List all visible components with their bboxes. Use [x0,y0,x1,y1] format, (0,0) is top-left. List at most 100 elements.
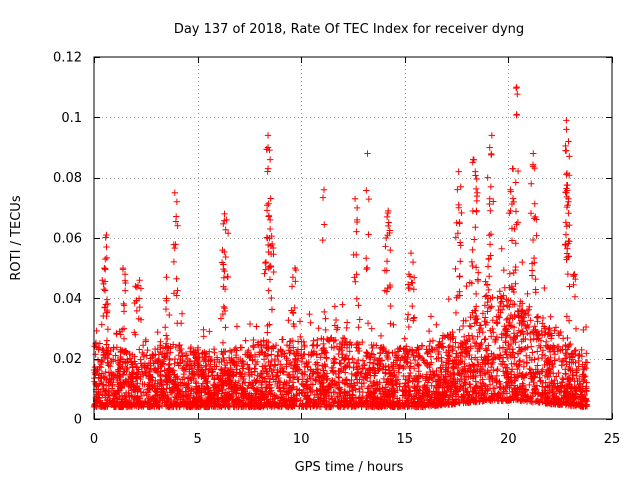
data-point [473,197,481,205]
data-point [494,320,501,327]
data-point [409,302,416,310]
x-tick-label: 0 [90,432,98,447]
data-point [485,342,492,349]
data-point [166,360,173,368]
data-point [98,321,105,328]
data-point [456,288,463,295]
data-point [499,344,507,351]
data-point [219,339,227,346]
data-point [514,90,521,98]
data-point [331,356,339,363]
data-point [382,243,389,250]
data-point [364,320,372,327]
data-points [90,83,591,411]
data-point [154,346,161,353]
data-point [387,302,394,310]
data-point [390,321,397,329]
data-point [163,344,171,351]
data-point [120,302,128,309]
data-point [414,360,421,368]
data-point [242,337,249,344]
data-point [472,224,479,231]
data-point [306,310,313,318]
data-point [519,258,526,266]
data-point [179,376,186,383]
data-point [387,320,394,327]
data-point [369,344,376,352]
data-point [264,132,272,139]
y-tick-label: 0.1 [61,111,82,126]
data-point [154,328,161,336]
data-point [353,295,361,302]
data-point [510,269,517,277]
data-point [484,298,491,306]
data-point [429,337,437,344]
data-point [162,324,169,331]
data-point [564,270,572,278]
data-point [136,346,143,353]
data-point [113,330,120,338]
data-point [155,357,162,364]
data-point [452,309,460,317]
data-point [315,324,322,332]
data-point [527,336,534,344]
data-point [268,294,275,302]
data-point [221,361,229,369]
data-point [487,183,495,190]
data-point [473,207,480,214]
data-point [467,343,474,350]
data-point [511,311,518,319]
data-point [120,308,128,315]
data-point [583,379,590,386]
data-point [285,317,292,324]
data-point [525,306,532,313]
data-point [157,361,164,369]
data-point [102,266,109,273]
data-point [456,326,463,333]
data-point [233,323,241,330]
data-point [187,375,194,383]
data-point [309,342,316,349]
data-point [103,337,111,344]
data-point [526,354,533,361]
data-point [368,325,375,332]
data-point [474,277,482,285]
data-point [279,336,287,343]
data-point [101,287,109,294]
data-point [321,221,328,228]
x-tick-label: 5 [193,432,201,447]
data-point [486,144,493,151]
data-point [164,335,171,343]
data-point [485,273,493,280]
data-point [437,365,444,373]
data-point [359,338,366,346]
data-point [452,265,459,273]
data-point [414,362,422,369]
data-point [562,350,569,357]
data-point [102,255,109,263]
data-point [496,288,504,295]
data-point [250,336,257,344]
data-point [349,355,356,362]
data-point [488,132,496,139]
data-point [532,275,539,283]
data-point [471,236,478,243]
data-point [307,319,314,326]
data-point [363,265,370,273]
data-point [528,272,536,279]
data-point [513,84,520,92]
data-point [121,287,129,294]
data-point [526,365,533,373]
data-point [103,296,111,303]
data-point [363,349,370,356]
data-point [279,369,287,376]
data-point [457,349,465,357]
data-point [483,281,491,288]
data-point [114,387,122,395]
data-point [221,304,228,312]
data-point [481,336,488,343]
data-point [407,369,414,377]
data-point [472,185,480,193]
data-point [471,339,479,347]
data-point [206,328,213,335]
